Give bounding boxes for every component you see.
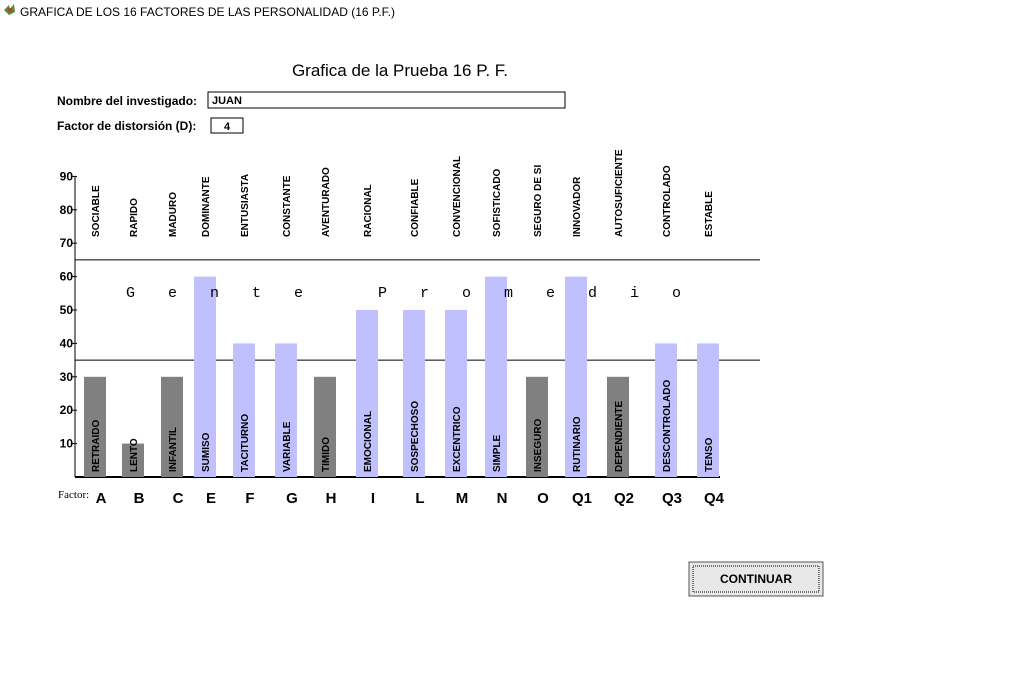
low-label: TENSO (704, 437, 715, 472)
y-tick-label: 80 (60, 203, 74, 217)
y-tick-label: 50 (60, 303, 74, 317)
bar (84, 376, 106, 477)
bar (161, 376, 183, 477)
low-label: TIMIDO (321, 437, 332, 472)
low-label: SOSPECHOSO (410, 401, 421, 472)
high-label: CONSTANTE (282, 175, 293, 237)
low-label: RUTINARIO (572, 416, 583, 472)
bar (194, 276, 216, 477)
y-tick-label: 20 (60, 403, 74, 417)
bar (275, 343, 297, 477)
low-label: INFANTIL (168, 427, 179, 472)
x-tick-label: I (371, 490, 375, 507)
y-tick-label: 30 (60, 370, 74, 384)
high-label: CONVENCIONAL (452, 156, 463, 237)
bar (403, 310, 425, 477)
low-label: EMOCIONAL (363, 411, 374, 472)
bar (565, 276, 587, 477)
x-axis-label: Factor: (58, 489, 89, 501)
high-label: SOCIABLE (91, 185, 102, 237)
text-input[interactable] (207, 91, 566, 109)
low-label: DESCONTROLADO (662, 380, 673, 472)
app-icon (4, 4, 15, 15)
bar (122, 443, 144, 477)
x-tick-label: Q4 (704, 490, 725, 507)
bar (526, 376, 548, 477)
high-label: SOFISTICADO (492, 168, 503, 237)
low-label: TACITURNO (240, 414, 251, 472)
field-value: 4 (224, 121, 231, 133)
y-tick-label: 90 (60, 169, 74, 183)
field-label: Nombre del investigado: (57, 94, 197, 108)
x-tick-label: M (456, 490, 469, 507)
x-tick-label: Q2 (614, 490, 634, 507)
high-label: ESTABLE (704, 191, 715, 237)
y-tick-label: 60 (60, 270, 74, 284)
low-label: INSEGURO (533, 418, 544, 472)
high-label: CONFIABLE (410, 178, 421, 237)
heading: Grafica de la Prueba 16 P. F. (292, 61, 508, 80)
bar (607, 376, 629, 477)
low-label: LENTO (129, 438, 140, 472)
bar (445, 310, 467, 477)
x-tick-label: O (537, 490, 549, 507)
x-tick-label: N (497, 490, 508, 507)
low-label: EXCENTRICO (452, 406, 463, 472)
high-label: AVENTURADO (321, 167, 332, 237)
high-label: CONTROLADO (662, 165, 673, 237)
continue-button[interactable]: CONTINUAR (688, 561, 824, 597)
low-label: DEPENDIENTE (614, 401, 625, 472)
high-label: RAPIDO (129, 198, 140, 237)
chart: 10 20 30 40 50 60 70 80 90 Gente Promedio SOCIABLE… (58, 149, 760, 507)
low-label: SIMPLE (492, 434, 503, 472)
x-tick-label: F (245, 490, 254, 507)
bar (314, 376, 336, 477)
x-tick-label: G (286, 490, 298, 507)
high-label: DOMINANTE (201, 176, 212, 237)
bar (356, 310, 378, 477)
x-tick-label: A (96, 490, 107, 507)
y-tick-label: 40 (60, 336, 74, 350)
high-label: SEGURO DE SI (533, 165, 544, 237)
y-tick-label: 70 (60, 236, 74, 250)
field-label: Factor de distorsión (D): (57, 119, 196, 133)
x-tick-label: Q1 (572, 490, 592, 507)
high-label: AUTOSUFICIENTE (614, 149, 625, 237)
field-value: JUAN (212, 95, 242, 107)
band-label: Gente Promedio (126, 285, 714, 302)
high-label: INNOVADOR (572, 176, 583, 237)
bar (233, 343, 255, 477)
low-label: RETRAIDO (91, 420, 102, 472)
x-tick-label: L (415, 490, 424, 507)
bar (485, 276, 507, 477)
x-tick-label: C (173, 490, 184, 507)
high-label: MADURO (168, 192, 179, 237)
x-tick-label: H (326, 490, 337, 507)
x-tick-label: B (134, 490, 145, 507)
text-input[interactable] (210, 117, 244, 134)
high-label: RACIONAL (363, 184, 374, 237)
low-label: VARIABLE (282, 421, 293, 472)
window-title: GRAFICA DE LOS 16 FACTORES DE LAS PERSON… (20, 5, 395, 19)
high-label: ENTUSIASTA (240, 174, 251, 237)
low-label: SUMISO (201, 432, 212, 472)
bar (697, 343, 719, 477)
bar (655, 343, 677, 477)
x-tick-label: Q3 (662, 490, 682, 507)
y-tick-label: 10 (60, 437, 74, 451)
button-label[interactable]: CONTINUAR (720, 572, 792, 586)
x-tick-label: E (206, 490, 216, 507)
